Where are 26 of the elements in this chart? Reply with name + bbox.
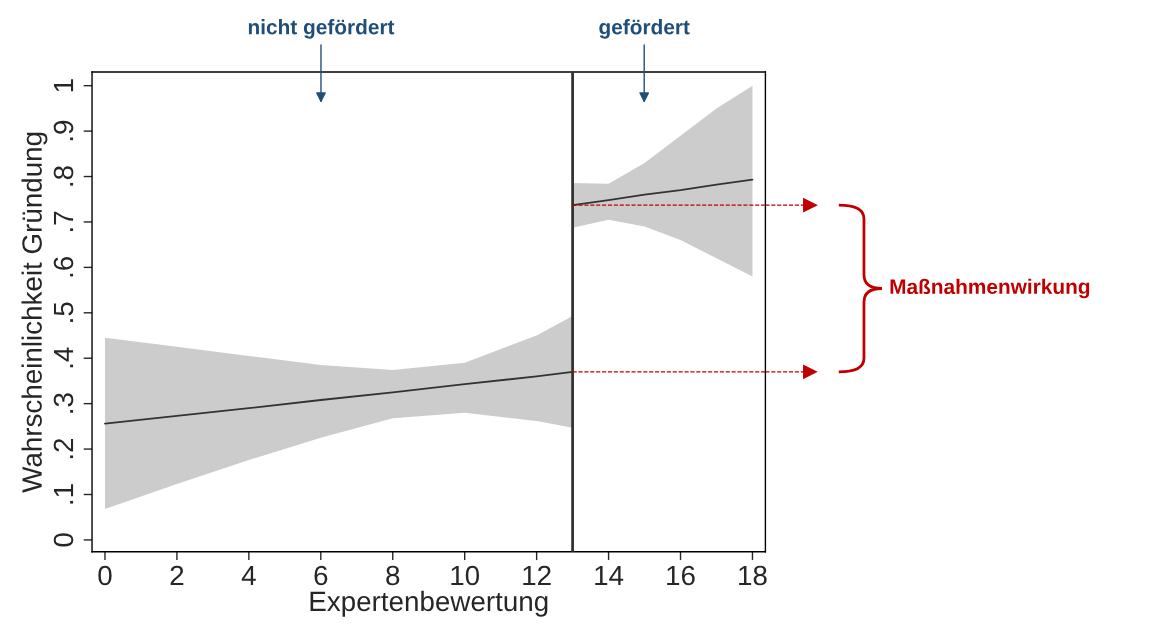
x-tick-label: 8 (386, 565, 400, 586)
y-tick-label: .1 (53, 484, 74, 504)
y-tick-label: .3 (53, 393, 74, 413)
y-tick-label: 1 (53, 79, 74, 92)
y-tick-label: .2 (53, 438, 74, 459)
text: Maßnahmenwirkung (890, 278, 1090, 299)
y-tick-label: 0 (53, 533, 74, 547)
x-tick-label: 2 (170, 565, 184, 586)
y-tick-label: .9 (53, 120, 74, 141)
y-tick-label: .7 (53, 211, 74, 231)
y-tick-label: .4 (53, 347, 74, 368)
x-tick-label: 4 (241, 565, 256, 586)
x-tick-label: 6 (314, 565, 328, 586)
y-axis-title: Wahrscheinlichkeit Gründung (21, 132, 48, 493)
x-axis-title: Expertenbewertung (310, 590, 548, 617)
x-tick-label: 16 (667, 565, 695, 586)
text: nicht gefördert (248, 19, 395, 39)
x-tick-label: 14 (595, 565, 624, 586)
y-tick-label: .6 (53, 257, 74, 277)
x-tick-label: 10 (451, 565, 480, 586)
x-tick-label: 18 (739, 565, 767, 586)
y-tick-label: .5 (53, 302, 74, 322)
text: gefördert (599, 19, 690, 39)
x-tick-label: 0 (98, 565, 112, 586)
y-tick-label: .8 (53, 166, 74, 186)
x-tick-label: 12 (523, 565, 551, 586)
